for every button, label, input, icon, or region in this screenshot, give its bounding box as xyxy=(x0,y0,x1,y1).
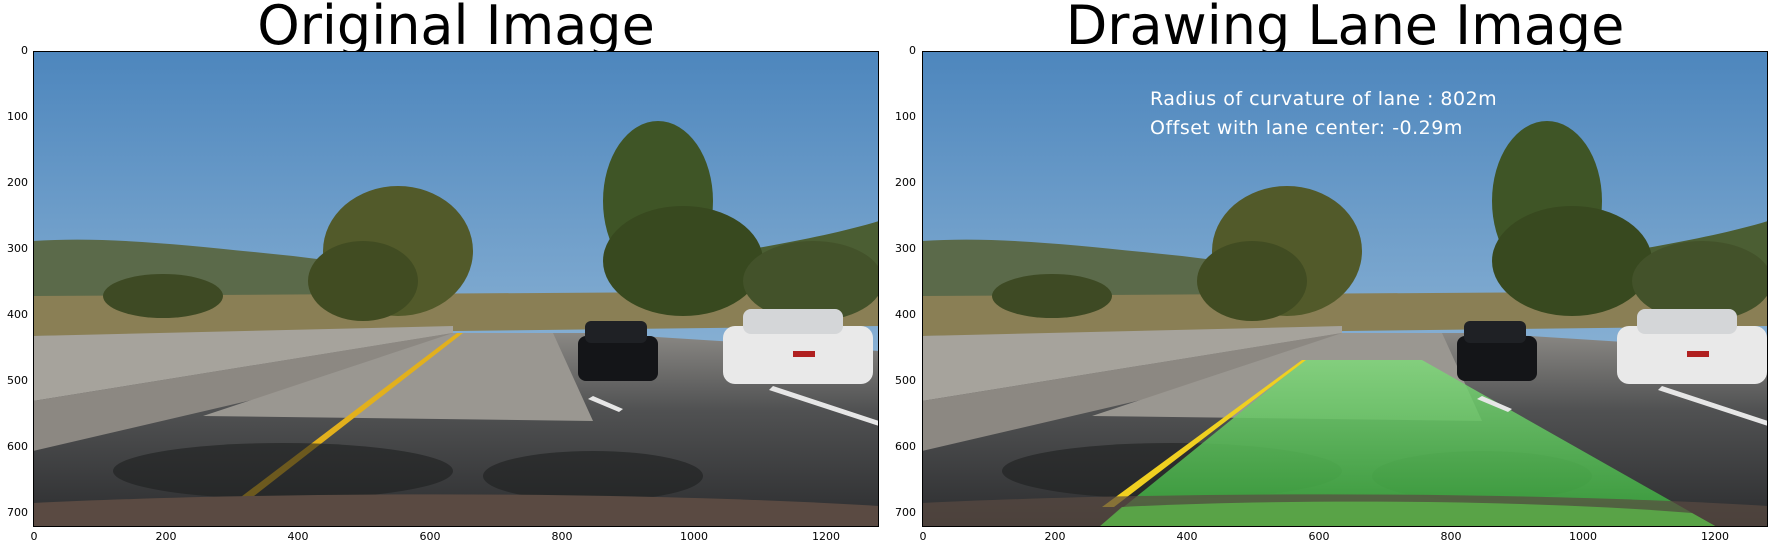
x-tick-label: 1200 xyxy=(812,530,840,543)
y-tick-label: 200 xyxy=(895,176,916,189)
original-image-panel xyxy=(33,51,879,527)
x-tick-label: 400 xyxy=(287,530,309,543)
x-tick-label: 1200 xyxy=(1701,530,1729,543)
x-tick-label: 800 xyxy=(1440,530,1462,543)
x-tick-label: 200 xyxy=(155,530,177,543)
radius-of-curvature-text: Radius of curvature of lane : 802m xyxy=(1150,88,1498,110)
y-tick-label: 300 xyxy=(7,242,28,255)
x-tick-label: 400 xyxy=(1176,530,1198,543)
y-tick-label: 100 xyxy=(7,110,28,123)
x-tick-label: 600 xyxy=(419,530,441,543)
y-tick-label: 0 xyxy=(21,44,28,57)
y-tick-label: 300 xyxy=(895,242,916,255)
x-tick-label: 1000 xyxy=(680,530,708,543)
detected-lane-area xyxy=(1099,360,1717,527)
x-tick-label: 600 xyxy=(1308,530,1330,543)
original-road-photo xyxy=(33,51,879,527)
left-panel-title: Original Image xyxy=(257,0,655,57)
y-tick-label: 500 xyxy=(7,374,28,387)
y-tick-label: 700 xyxy=(895,506,916,519)
y-tick-label: 500 xyxy=(895,374,916,387)
y-tick-label: 0 xyxy=(909,44,916,57)
y-tick-label: 600 xyxy=(7,440,28,453)
x-tick-label: 0 xyxy=(919,530,927,543)
y-tick-label: 600 xyxy=(895,440,916,453)
lane-center-offset-text: Offset with lane center: -0.29m xyxy=(1150,117,1463,139)
x-tick-label: 800 xyxy=(551,530,573,543)
right-panel-title: Drawing Lane Image xyxy=(1065,0,1625,57)
x-tick-label: 0 xyxy=(30,530,38,543)
y-tick-label: 100 xyxy=(895,110,916,123)
lane-drawing-panel: Radius of curvature of lane : 802m Offse… xyxy=(922,51,1768,527)
y-tick-label: 400 xyxy=(895,308,916,321)
lane-overlay-road-photo xyxy=(922,51,1768,527)
y-tick-label: 400 xyxy=(7,308,28,321)
y-tick-label: 700 xyxy=(7,506,28,519)
x-tick-label: 1000 xyxy=(1569,530,1597,543)
y-tick-label: 200 xyxy=(7,176,28,189)
x-tick-label: 200 xyxy=(1044,530,1066,543)
